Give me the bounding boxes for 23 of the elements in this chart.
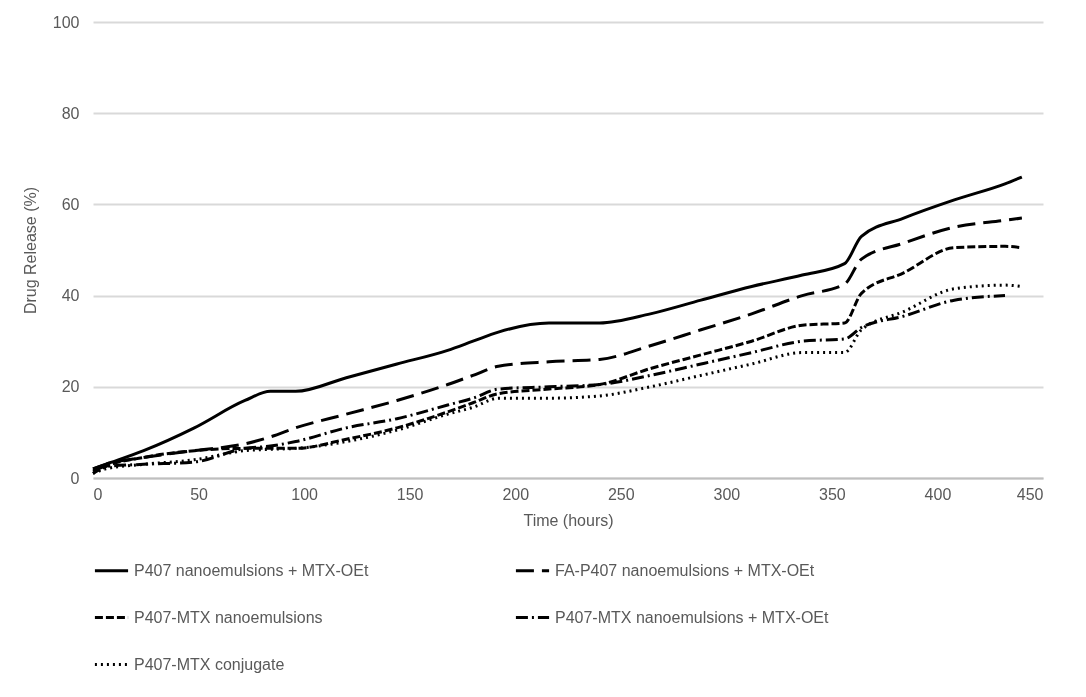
legend-label: P407 nanoemulsions + MTX-OEt (134, 561, 369, 579)
y-tick-label: 80 (61, 104, 80, 122)
y-axis-title: Drug Release (%) (21, 186, 39, 315)
x-tick-label: 350 (819, 485, 846, 503)
y-tick-label: 20 (61, 378, 80, 396)
x-tick-label: 450 (1016, 485, 1044, 503)
x-tick-label: 100 (291, 485, 319, 503)
y-tick-label: 100 (52, 13, 80, 31)
x-tick-label: 200 (502, 485, 530, 503)
y-tick-label: 60 (61, 195, 80, 213)
legend-label: P407-MTX conjugate (134, 655, 285, 673)
x-tick-label: 400 (924, 485, 952, 503)
x-tick-label: 250 (607, 485, 635, 503)
legend-label: P407-MTX nanoemulsions (134, 608, 323, 626)
x-tick-label: 50 (190, 485, 209, 503)
x-tick-label: 0 (93, 485, 103, 503)
legend-label: P407-MTX nanoemulsions + MTX-OEt (555, 608, 829, 626)
y-tick-label: 0 (70, 469, 80, 487)
x-tick-label: 300 (713, 485, 741, 503)
x-axis-title: Time (hours) (523, 511, 614, 529)
x-tick-label: 150 (396, 485, 424, 503)
y-tick-label: 40 (61, 287, 80, 305)
legend-label: FA-P407 nanoemulsions + MTX-OEt (555, 561, 815, 579)
